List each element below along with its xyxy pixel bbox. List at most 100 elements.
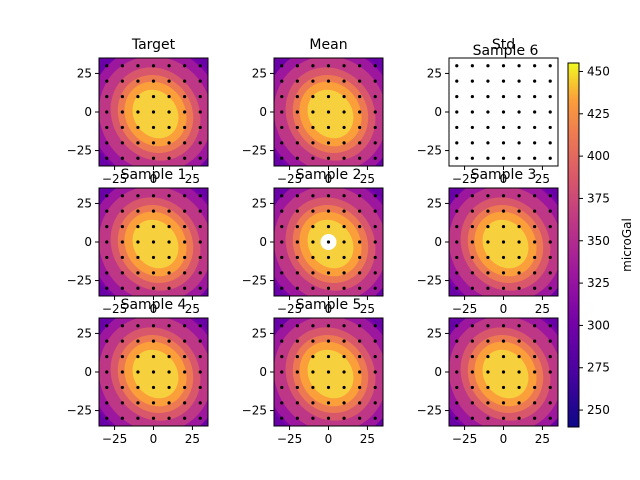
station-dot xyxy=(342,64,346,68)
station-dot xyxy=(311,401,315,405)
station-dot xyxy=(486,354,490,359)
colorbar-tick-label: 350 xyxy=(587,234,610,248)
station-dot xyxy=(501,79,506,83)
station-dot xyxy=(280,401,284,405)
station-dot xyxy=(280,324,284,328)
station-dot xyxy=(167,209,171,213)
station-dot xyxy=(326,224,331,229)
station-dot xyxy=(105,385,109,390)
station-dot xyxy=(470,224,474,229)
station-dot xyxy=(183,339,187,343)
station-dot xyxy=(326,125,331,130)
station-dot xyxy=(486,370,490,374)
station-dot xyxy=(198,194,202,198)
y-tick-label: −25 xyxy=(67,144,92,158)
station-dot xyxy=(311,224,315,229)
station-dot xyxy=(151,370,156,374)
x-tick-label: 0 xyxy=(500,172,508,186)
station-dot xyxy=(358,286,362,290)
station-dot xyxy=(183,94,187,99)
station-dot xyxy=(120,271,124,275)
station-dot xyxy=(517,271,521,275)
station-dot xyxy=(517,156,521,160)
station-dot xyxy=(373,64,377,68)
station-dot xyxy=(548,271,552,275)
station-dot xyxy=(295,271,299,275)
station-dot xyxy=(105,339,109,343)
station-dot xyxy=(517,94,521,99)
station-dot xyxy=(151,324,156,328)
station-dot xyxy=(198,385,202,390)
station-dot xyxy=(533,194,537,198)
station-dot xyxy=(120,255,124,260)
station-dot xyxy=(183,255,187,260)
station-dot xyxy=(295,370,299,374)
station-dot xyxy=(533,224,537,229)
station-dot xyxy=(533,64,537,68)
station-dot xyxy=(342,79,346,83)
station-dot xyxy=(198,79,202,83)
station-dot xyxy=(183,385,187,390)
station-dot xyxy=(326,339,331,343)
station-dot xyxy=(533,271,537,275)
station-dot xyxy=(280,339,284,343)
station-dot xyxy=(470,125,474,130)
station-dot xyxy=(486,64,490,68)
station-dot xyxy=(183,209,187,213)
x-tick-label: 0 xyxy=(500,432,508,446)
station-dot xyxy=(120,354,124,359)
station-dot xyxy=(358,110,362,114)
station-dot xyxy=(533,255,537,260)
station-dot xyxy=(548,156,552,160)
station-dot xyxy=(105,64,109,68)
station-dot xyxy=(517,209,521,213)
station-dot xyxy=(486,125,490,130)
x-tick-label: 25 xyxy=(185,432,200,446)
station-dot xyxy=(517,125,521,130)
x-tick-label: −25 xyxy=(452,302,477,316)
station-dot xyxy=(105,209,109,213)
station-dot xyxy=(295,416,299,420)
station-dot xyxy=(151,286,156,290)
station-dot xyxy=(358,271,362,275)
station-dot xyxy=(183,125,187,130)
y-tick-label: −25 xyxy=(417,274,442,288)
station-dot xyxy=(105,125,109,130)
station-dot xyxy=(136,240,140,244)
station-dot xyxy=(105,271,109,275)
station-dot xyxy=(120,125,124,130)
station-dot xyxy=(311,255,315,260)
station-dot xyxy=(326,209,331,213)
station-dot xyxy=(198,110,202,114)
x-tick-label: 25 xyxy=(535,172,550,186)
station-dot xyxy=(548,79,552,83)
station-dot xyxy=(151,385,156,390)
colorbar-tick-label: 425 xyxy=(587,107,610,121)
station-dot xyxy=(326,141,331,145)
colorbar-tick-label: 275 xyxy=(587,361,610,375)
station-dot xyxy=(326,324,331,328)
station-dot xyxy=(120,194,124,198)
y-tick-label: −25 xyxy=(242,144,267,158)
station-dot xyxy=(105,156,109,160)
station-dot xyxy=(470,385,474,390)
station-dot xyxy=(326,271,331,275)
station-dot xyxy=(105,194,109,198)
station-dot xyxy=(136,224,140,229)
station-dot xyxy=(183,240,187,244)
station-dot xyxy=(455,125,459,130)
station-dot xyxy=(486,255,490,260)
station-dot xyxy=(517,286,521,290)
y-tick-label: −25 xyxy=(417,144,442,158)
station-dot xyxy=(455,354,459,359)
station-dot xyxy=(136,64,140,68)
station-dot xyxy=(548,339,552,343)
station-dot xyxy=(470,209,474,213)
station-dot xyxy=(198,416,202,420)
station-dot xyxy=(326,79,331,83)
panel-std: −25 0 25 −25 0 25 Std xyxy=(417,37,559,186)
y-tick-label: 0 xyxy=(434,365,442,379)
station-dot xyxy=(342,286,346,290)
station-dot xyxy=(105,255,109,260)
